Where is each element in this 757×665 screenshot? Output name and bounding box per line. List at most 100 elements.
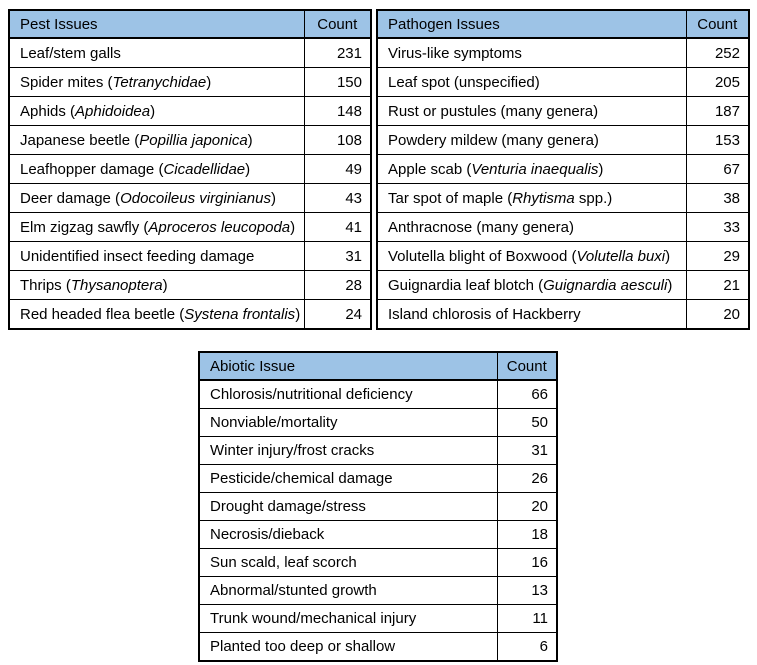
table-row: Tar spot of maple (Rhytisma spp.) 38 [376,183,750,213]
count-cell: 150 [303,67,372,97]
issue-cell: Winter injury/frost cracks [198,436,498,465]
table-row: Sun scald, leaf scorch 16 [198,548,558,577]
abiotic-issues-table: Abiotic Issue Count Chlorosis/nutritiona… [198,351,558,662]
count-cell: 18 [496,520,558,549]
pest-issues-header-row: Pest Issues Count [8,9,372,39]
table-row: Chlorosis/nutritional deficiency 66 [198,379,558,409]
issue-cell: Japanese beetle (Popillia japonica) [8,125,305,155]
table-row: Apple scab (Venturia inaequalis) 67 [376,154,750,184]
issue-cell: Pesticide/chemical damage [198,464,498,493]
table-row: Abnormal/stunted growth 13 [198,576,558,605]
issue-cell: Leafhopper damage (Cicadellidae) [8,154,305,184]
abiotic-issues-title: Abiotic Issue [198,351,498,381]
issue-cell: Rust or pustules (many genera) [376,96,687,126]
count-cell: 26 [496,464,558,493]
table-row: Red headed flea beetle (Systena frontali… [8,299,372,330]
issue-cell: Trunk wound/mechanical injury [198,604,498,633]
pathogen-issues-title: Pathogen Issues [376,9,687,39]
abiotic-issues-count-header: Count [496,351,558,381]
pest-issues-title: Pest Issues [8,9,305,39]
table-row: Elm zigzag sawfly (Aproceros leucopoda) 4… [8,212,372,242]
pathogen-issues-table-grid: Pathogen Issues Count Virus-like symptom… [376,9,750,330]
issue-cell: Leaf/stem galls [8,37,305,68]
issue-cell: Chlorosis/nutritional deficiency [198,379,498,409]
count-cell: 231 [303,37,372,68]
issue-cell: Deer damage (Odocoileus virginianus) [8,183,305,213]
table-row: Drought damage/stress 20 [198,492,558,521]
count-cell: 43 [303,183,372,213]
table-row: Spider mites (Tetranychidae) 150 [8,67,372,97]
table-row: Virus-like symptoms 252 [376,37,750,68]
pest-issues-table: Pest Issues Count Leaf/stem galls 231 Spid… [8,9,372,330]
count-cell: 13 [496,576,558,605]
count-cell: 67 [685,154,750,184]
issue-cell: Abnormal/stunted growth [198,576,498,605]
count-cell: 31 [496,436,558,465]
table-row: Rust or pustules (many genera) 187 [376,96,750,126]
table-row: Necrosis/dieback 18 [198,520,558,549]
issue-cell: Spider mites (Tetranychidae) [8,67,305,97]
issue-cell: Leaf spot (unspecified) [376,67,687,97]
count-cell: 24 [303,299,372,330]
issue-cell: Red headed flea beetle (Systena frontali… [8,299,305,330]
table-row: Leaf spot (unspecified) 205 [376,67,750,97]
abiotic-issues-header-row: Abiotic Issue Count [198,351,558,381]
count-cell: 187 [685,96,750,126]
pest-issues-count-header: Count [303,9,372,39]
issue-cell: Volutella blight of Boxwood (Volutella b… [376,241,687,271]
count-cell: 28 [303,270,372,300]
count-cell: 29 [685,241,750,271]
pathogen-issues-count-header: Count [685,9,750,39]
count-cell: 66 [496,379,558,409]
table-row: Powdery mildew (many genera) 153 [376,125,750,155]
count-cell: 11 [496,604,558,633]
count-cell: 16 [496,548,558,577]
table-row: Pesticide/chemical damage 26 [198,464,558,493]
table-row: Aphids (Aphidoidea) 148 [8,96,372,126]
table-row: Thrips (Thysanoptera) 28 [8,270,372,300]
table-row: Guignardia leaf blotch (Guignardia aescu… [376,270,750,300]
table-row: Leaf/stem galls 231 [8,37,372,68]
table-row: Trunk wound/mechanical injury 11 [198,604,558,633]
issue-cell: Guignardia leaf blotch (Guignardia aescu… [376,270,687,300]
issue-cell: Island chlorosis of Hackberry [376,299,687,330]
count-cell: 20 [685,299,750,330]
count-cell: 153 [685,125,750,155]
table-row: Island chlorosis of Hackberry 20 [376,299,750,330]
issue-cell: Unidentified insect feeding damage [8,241,305,271]
table-row: Volutella blight of Boxwood (Volutella b… [376,241,750,271]
table-row: Deer damage (Odocoileus virginianus) 43 [8,183,372,213]
issue-cell: Aphids (Aphidoidea) [8,96,305,126]
table-row: Planted too deep or shallow 6 [198,632,558,662]
pest-issues-table-grid: Pest Issues Count Leaf/stem galls 231 Spid… [8,9,372,330]
count-cell: 41 [303,212,372,242]
count-cell: 33 [685,212,750,242]
table-row: Leafhopper damage (Cicadellidae) 49 [8,154,372,184]
count-cell: 252 [685,37,750,68]
table-row: Japanese beetle (Popillia japonica) 108 [8,125,372,155]
issue-cell: Tar spot of maple (Rhytisma spp.) [376,183,687,213]
issue-cell: Sun scald, leaf scorch [198,548,498,577]
pathogen-issues-header-row: Pathogen Issues Count [376,9,750,39]
issue-cell: Thrips (Thysanoptera) [8,270,305,300]
issue-cell: Necrosis/dieback [198,520,498,549]
issue-cell: Powdery mildew (many genera) [376,125,687,155]
table-row: Unidentified insect feeding damage 31 [8,241,372,271]
count-cell: 148 [303,96,372,126]
count-cell: 49 [303,154,372,184]
issue-cell: Nonviable/mortality [198,408,498,437]
count-cell: 205 [685,67,750,97]
count-cell: 38 [685,183,750,213]
count-cell: 50 [496,408,558,437]
count-cell: 21 [685,270,750,300]
issue-cell: Planted too deep or shallow [198,632,498,662]
issue-cell: Virus-like symptoms [376,37,687,68]
issue-cell: Drought damage/stress [198,492,498,521]
abiotic-issues-table-grid: Abiotic Issue Count Chlorosis/nutritiona… [198,351,558,662]
table-row: Winter injury/frost cracks 31 [198,436,558,465]
count-cell: 20 [496,492,558,521]
table-row: Anthracnose (many genera) 33 [376,212,750,242]
count-cell: 108 [303,125,372,155]
pathogen-issues-table: Pathogen Issues Count Virus-like symptom… [376,9,750,330]
table-row: Nonviable/mortality 50 [198,408,558,437]
